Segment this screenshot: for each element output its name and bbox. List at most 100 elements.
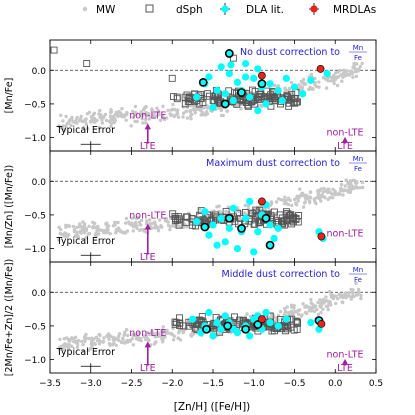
mw-point — [100, 121, 105, 125]
annotation-non-lte: non-LTE — [129, 328, 166, 339]
dsph-point — [173, 95, 181, 103]
dla-point-highlighted — [202, 324, 211, 334]
mw-point — [157, 113, 161, 117]
mw-point — [189, 334, 194, 338]
annotation-non-lte: non-LTE — [326, 350, 363, 361]
mw-point — [330, 192, 334, 196]
mw-point — [311, 87, 315, 91]
mw-point — [139, 228, 143, 232]
dla-point-highlighted — [224, 49, 234, 58]
dla-point — [205, 73, 213, 81]
dla-point — [266, 80, 274, 88]
dla-point-highlighted — [253, 320, 263, 329]
mw-point — [80, 119, 85, 124]
mw-point — [84, 117, 88, 121]
mw-point — [300, 85, 305, 90]
mrdla-point — [257, 315, 266, 324]
mw-point — [335, 83, 340, 88]
mw-point — [342, 72, 346, 76]
mw-point — [340, 188, 344, 193]
x-tick-label: 0.0 — [328, 379, 343, 389]
mw-point — [104, 118, 109, 123]
dla-point — [242, 59, 250, 68]
legend-mw-marker — [82, 6, 88, 12]
mw-point — [326, 308, 330, 312]
dla-point-highlighted — [265, 240, 275, 250]
mw-point — [334, 294, 338, 298]
mw-point — [61, 119, 65, 123]
dla-point — [242, 214, 250, 222]
mw-point — [109, 115, 113, 119]
mw-point — [316, 195, 320, 200]
mw-point — [124, 118, 128, 123]
mw-point — [89, 115, 94, 119]
mw-point — [160, 329, 164, 334]
mw-point — [144, 337, 148, 342]
mw-point — [92, 341, 97, 345]
dla-point — [262, 100, 270, 108]
mw-point — [344, 178, 348, 182]
mw-point — [98, 112, 103, 117]
dla-point — [229, 96, 237, 105]
mrdla-point — [317, 232, 326, 241]
mw-point — [141, 121, 145, 125]
panel-2: Typical Error non-LTE LTE non-LTE Maximum du… — [4, 150, 377, 263]
mw-point — [131, 115, 135, 120]
dsph-point — [169, 210, 177, 218]
dla-point — [201, 207, 209, 216]
lte-arrow-head — [341, 136, 349, 143]
mw-point — [109, 124, 113, 129]
mw-point — [68, 337, 72, 342]
mw-point — [359, 293, 363, 298]
mw-point — [193, 111, 197, 115]
mw-point — [172, 334, 176, 338]
dla-point — [274, 322, 282, 330]
dla-point — [307, 318, 315, 327]
x-tick-label: −3.0 — [80, 379, 102, 389]
mw-point — [324, 86, 329, 90]
mw-point — [124, 113, 129, 117]
mw-point — [333, 190, 338, 194]
mw-point — [219, 108, 223, 113]
legend-mw-label: MW — [96, 4, 116, 16]
mw-point — [318, 189, 322, 193]
mw-point — [301, 77, 306, 82]
mw-point — [119, 340, 124, 345]
dsph-point — [263, 87, 271, 95]
mw-point — [193, 329, 197, 333]
mw-point — [87, 348, 91, 352]
dsph-point — [256, 218, 264, 226]
mw-point — [175, 110, 179, 114]
dsph-point — [282, 208, 290, 216]
dsph-point — [284, 210, 292, 218]
mw-point — [341, 295, 345, 300]
x-tick-label: −2.0 — [161, 379, 183, 389]
mw-point — [181, 115, 185, 119]
mw-point — [217, 106, 221, 110]
legend: MW dSph DLA lit. MRDLAs — [82, 3, 376, 16]
mw-point — [145, 219, 149, 223]
mw-point — [124, 328, 129, 332]
mw-point — [129, 124, 133, 128]
mw-point — [123, 221, 128, 225]
mw-point — [319, 305, 323, 309]
mw-point — [147, 218, 152, 222]
mw-point — [309, 301, 313, 305]
mw-point — [150, 107, 154, 111]
mw-point — [301, 205, 306, 209]
mw-point — [133, 104, 138, 109]
dsph-point — [282, 327, 290, 335]
mw-point — [171, 338, 176, 342]
mw-point — [166, 108, 170, 113]
panel-title: Middle dust correction to — [222, 269, 341, 280]
mw-point — [114, 343, 118, 347]
mw-point — [105, 225, 109, 230]
dla-point — [266, 318, 274, 327]
dsph-point — [170, 93, 177, 101]
mw-point — [108, 343, 112, 347]
mw-point — [355, 293, 360, 297]
mw-point — [98, 339, 102, 343]
mw-point — [72, 228, 77, 232]
dsph-point — [183, 213, 190, 221]
mw-point — [65, 121, 70, 126]
